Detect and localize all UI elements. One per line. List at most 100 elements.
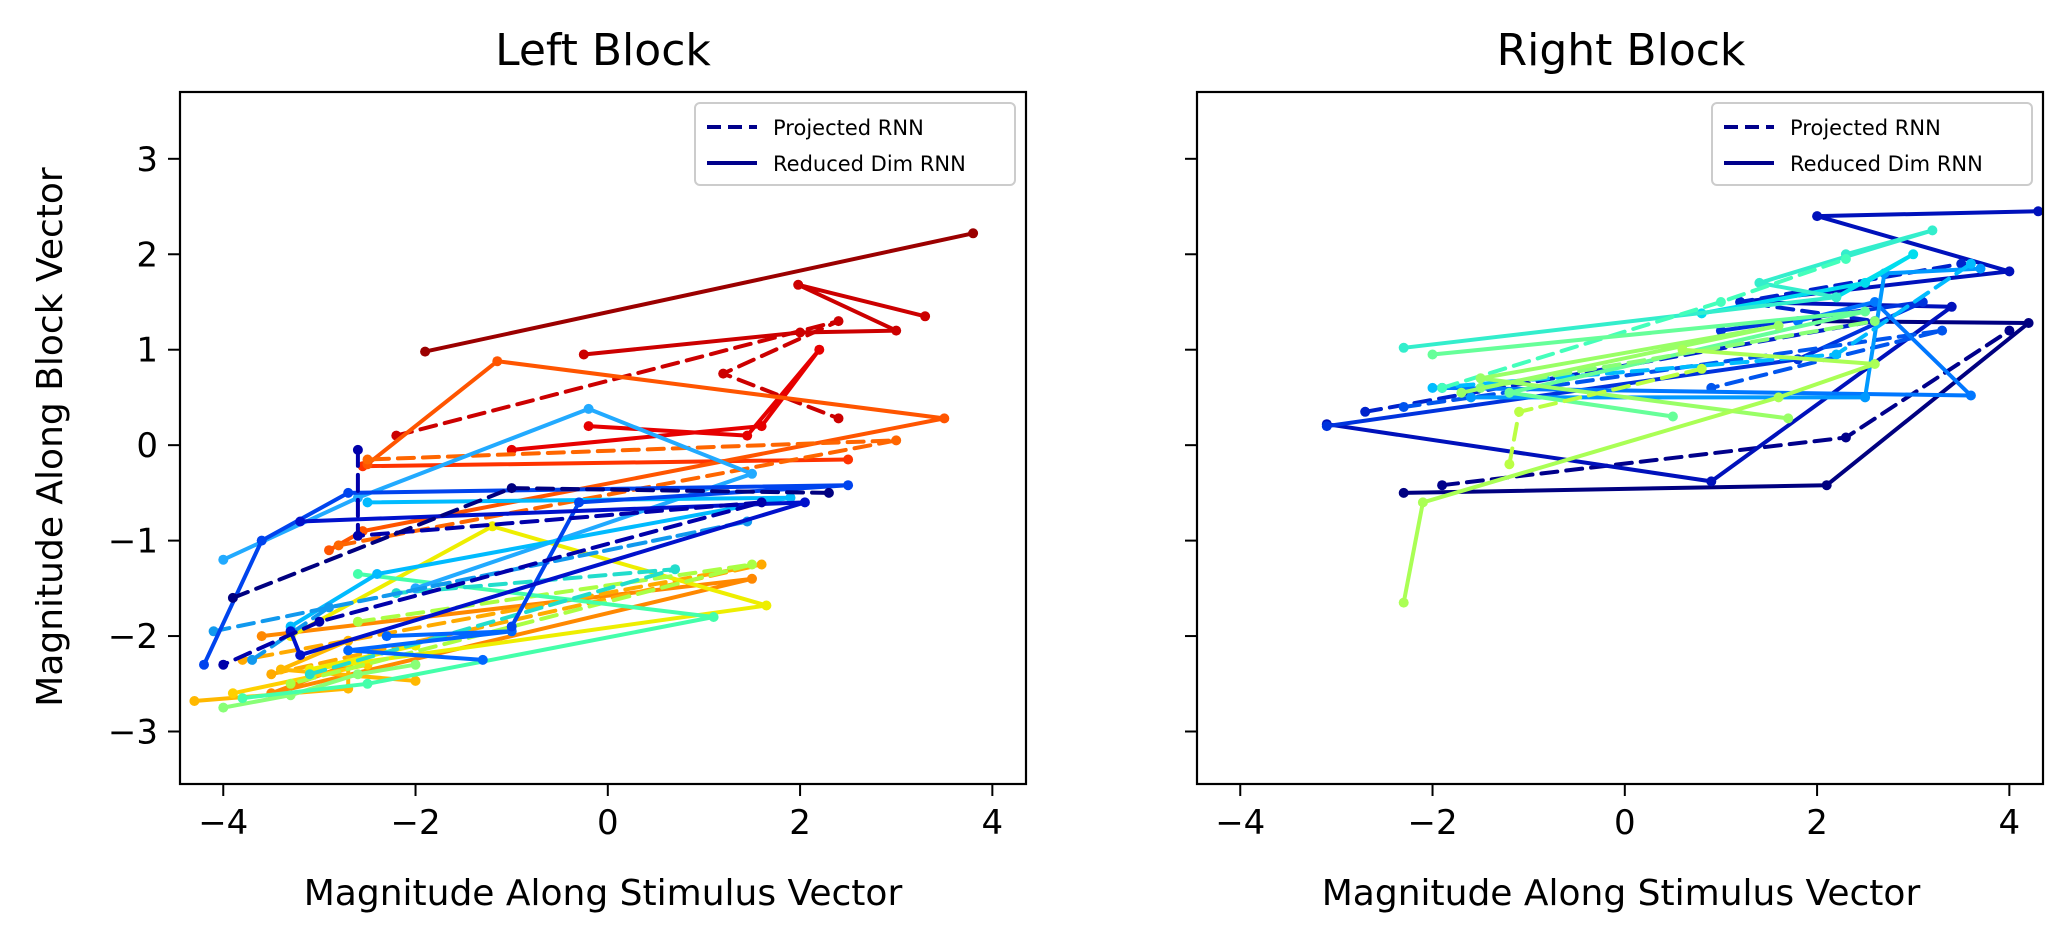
right-series-8-point-2 [1965, 258, 1976, 269]
left-series-22-point-3 [314, 616, 325, 627]
left-series-19-point-0 [381, 631, 392, 642]
left-series-16-point-2 [583, 403, 594, 414]
right-x-tick-label-3: 2 [1806, 803, 1828, 843]
right-series-15-point-1 [1417, 497, 1428, 508]
right-series-group [1321, 206, 2043, 608]
left-series-6-point-0 [333, 540, 344, 551]
left-series-20-point-5 [506, 621, 517, 632]
right-series-11-point-0 [1437, 382, 1448, 393]
left-legend-label-0: Projected RNN [773, 116, 924, 140]
right-series-line-14 [1459, 323, 1791, 421]
right-series-11-point-1 [1715, 297, 1726, 307]
right-x-axis-label: Magnitude Along Stimulus Vector [1322, 873, 1921, 914]
right-series-15-point-3 [1869, 359, 1880, 369]
right-series-line-9 [1699, 252, 1916, 316]
left-series-22-point-4 [218, 659, 229, 670]
left-series-16-point-0 [218, 554, 229, 565]
left-series-line-14 [240, 572, 716, 701]
left-series-3-point-4 [583, 421, 594, 432]
left-series-1-point-4 [920, 311, 931, 322]
right-series-11-point-2 [1840, 254, 1851, 264]
left-y-tick-label-0: −3 [108, 713, 158, 753]
left-y-tick-label-2: −1 [108, 522, 158, 562]
left-series-17-point-0 [362, 497, 373, 508]
left-series-22-point-1 [352, 530, 363, 541]
left-plot-area: −4 −2 0 2 4 −3 −2 −1 0 1 2 3 Projected RNN Reduced Di… [108, 90, 1028, 843]
left-series-group [189, 228, 979, 713]
left-x-tick-label-0: −4 [198, 803, 248, 843]
left-series-21-point-1 [799, 497, 810, 508]
left-series-23-point-2 [823, 487, 834, 498]
left-series-14-point-2 [362, 678, 373, 689]
left-series-23-point-1 [506, 483, 517, 494]
right-series-line-6 [1440, 300, 1973, 398]
left-series-22-point-2 [756, 497, 767, 508]
right-series-15-point-0 [1398, 597, 1409, 608]
right-series-14-point-3 [1783, 413, 1794, 424]
left-x-tick-label-4: 4 [982, 803, 1004, 843]
left-series-line-7 [259, 576, 754, 696]
left-series-line-19 [346, 629, 514, 662]
left-series-7-point-0 [256, 631, 267, 642]
right-series-10-point-2 [1754, 277, 1765, 288]
right-series-7-point-3 [1975, 263, 1986, 274]
left-series-8-point-0 [266, 669, 277, 680]
right-block-panel: Right Block −4 −2 0 2 4 Projected RNN Reduced … [1185, 25, 2045, 914]
right-series-13-point-1 [1869, 316, 1880, 327]
left-series-20-point-4 [574, 497, 584, 508]
left-series-7-point-1 [747, 573, 757, 584]
left-y-tick-label-6: 3 [136, 140, 158, 180]
right-legend-label-1: Reduced Dim RNN [1790, 152, 1983, 176]
left-series-22-point-0 [352, 444, 363, 455]
right-series-2-point-1 [1706, 476, 1717, 487]
right-x-tick-label-0: −4 [1215, 803, 1265, 843]
right-series-8-point-1 [1831, 349, 1842, 360]
left-legend-label-1: Reduced Dim RNN [773, 152, 966, 176]
right-x-tick-label-2: 0 [1614, 803, 1636, 843]
left-series-line-1 [581, 282, 928, 357]
left-series-4-point-1 [843, 454, 854, 465]
left-series-14-point-0 [352, 569, 363, 579]
left-x-tick-label-1: −2 [390, 803, 440, 843]
left-series-line-0 [423, 231, 976, 354]
right-series-9-point-1 [1860, 277, 1871, 288]
left-series-17-point-1 [785, 492, 796, 503]
right-series-15-point-4 [1677, 344, 1688, 355]
right-legend-label-0: Projected RNN [1790, 116, 1941, 140]
right-series-line-0 [1401, 319, 2031, 495]
left-legend: Projected RNN Reduced Dim RNN [694, 102, 1016, 186]
left-series-19-point-2 [343, 645, 354, 656]
left-series-18-point-3 [247, 654, 258, 665]
left-series-3-point-3 [742, 430, 753, 441]
left-series-6-point-2 [362, 454, 373, 465]
left-block-panel: Left Block −4 −2 0 2 4 −3 −2 −1 0 1 2 3 Projected RN… [30, 25, 1028, 914]
left-series-18-point-0 [208, 626, 219, 637]
right-plot-area: −4 −2 0 2 4 Projected RNN Reduced Dim RNN [1185, 90, 2045, 843]
left-series-16-point-3 [747, 468, 757, 479]
left-series-9-point-0 [189, 696, 200, 706]
left-series-12-point-1 [747, 559, 757, 570]
left-series-11-point-2 [761, 600, 772, 611]
left-legend-box [694, 102, 1016, 186]
right-series-10-point-3 [1927, 225, 1938, 236]
right-series-1-point-0 [1437, 480, 1448, 491]
right-series-12-point-0 [1427, 349, 1438, 360]
left-series-2-point-1 [833, 316, 844, 327]
left-y-tick-label-1: −2 [108, 617, 158, 657]
left-series-1-point-2 [891, 325, 902, 336]
left-series-3-point-1 [756, 421, 767, 432]
right-series-16-point-1 [1514, 406, 1525, 417]
right-series-12-point-3 [1667, 411, 1678, 422]
left-series-9-point-4 [410, 675, 421, 686]
right-series-14-point-2 [1475, 373, 1486, 384]
right-series-1-point-2 [2004, 325, 2015, 336]
left-series-0-point-1 [968, 228, 979, 239]
right-series-2-point-6 [2033, 206, 2043, 217]
left-y-tick-label-4: 1 [136, 331, 158, 371]
right-panel-title: Right Block [1497, 25, 1746, 76]
left-series-2-point-2 [718, 368, 729, 379]
right-series-5-point-1 [1937, 325, 1948, 336]
left-series-13-point-2 [352, 669, 363, 680]
left-panel-title: Left Block [495, 25, 711, 76]
